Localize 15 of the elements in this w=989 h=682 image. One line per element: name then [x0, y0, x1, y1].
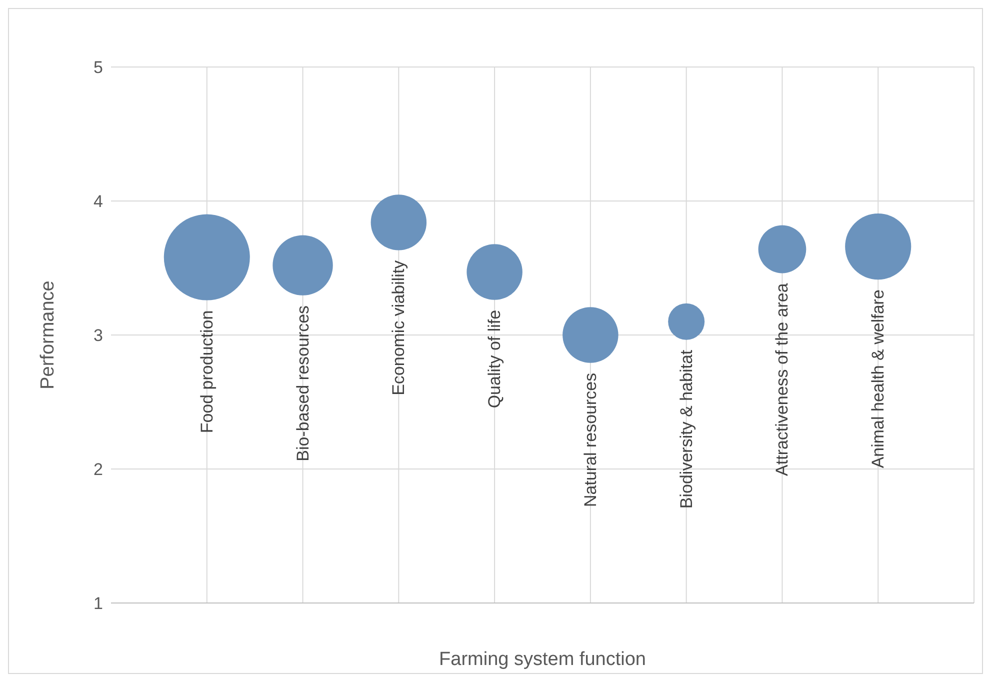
y-tick-label: 4 [94, 192, 103, 212]
x-tick-label: Quality of life [485, 310, 504, 408]
x-tick-label: Natural resources [580, 372, 600, 508]
y-tick-label: 5 [94, 58, 103, 78]
x-axis-title: Farming system function [439, 649, 646, 670]
x-tick-label: Bio-based resources [293, 305, 312, 462]
x-tick-label: Economic viability [389, 260, 408, 396]
y-tick-label: 2 [94, 460, 103, 480]
y-axis-title: Performance [38, 280, 59, 390]
y-tick-label: 3 [94, 326, 103, 346]
x-tick-label: Food production [197, 310, 216, 434]
x-tick-label: Attractiveness of the area [772, 282, 792, 476]
x-tick-label: Animal health & welfare [868, 290, 888, 468]
x-tick-label: Biodiversity & habitat [676, 350, 696, 509]
y-tick-label: 1 [94, 594, 103, 614]
